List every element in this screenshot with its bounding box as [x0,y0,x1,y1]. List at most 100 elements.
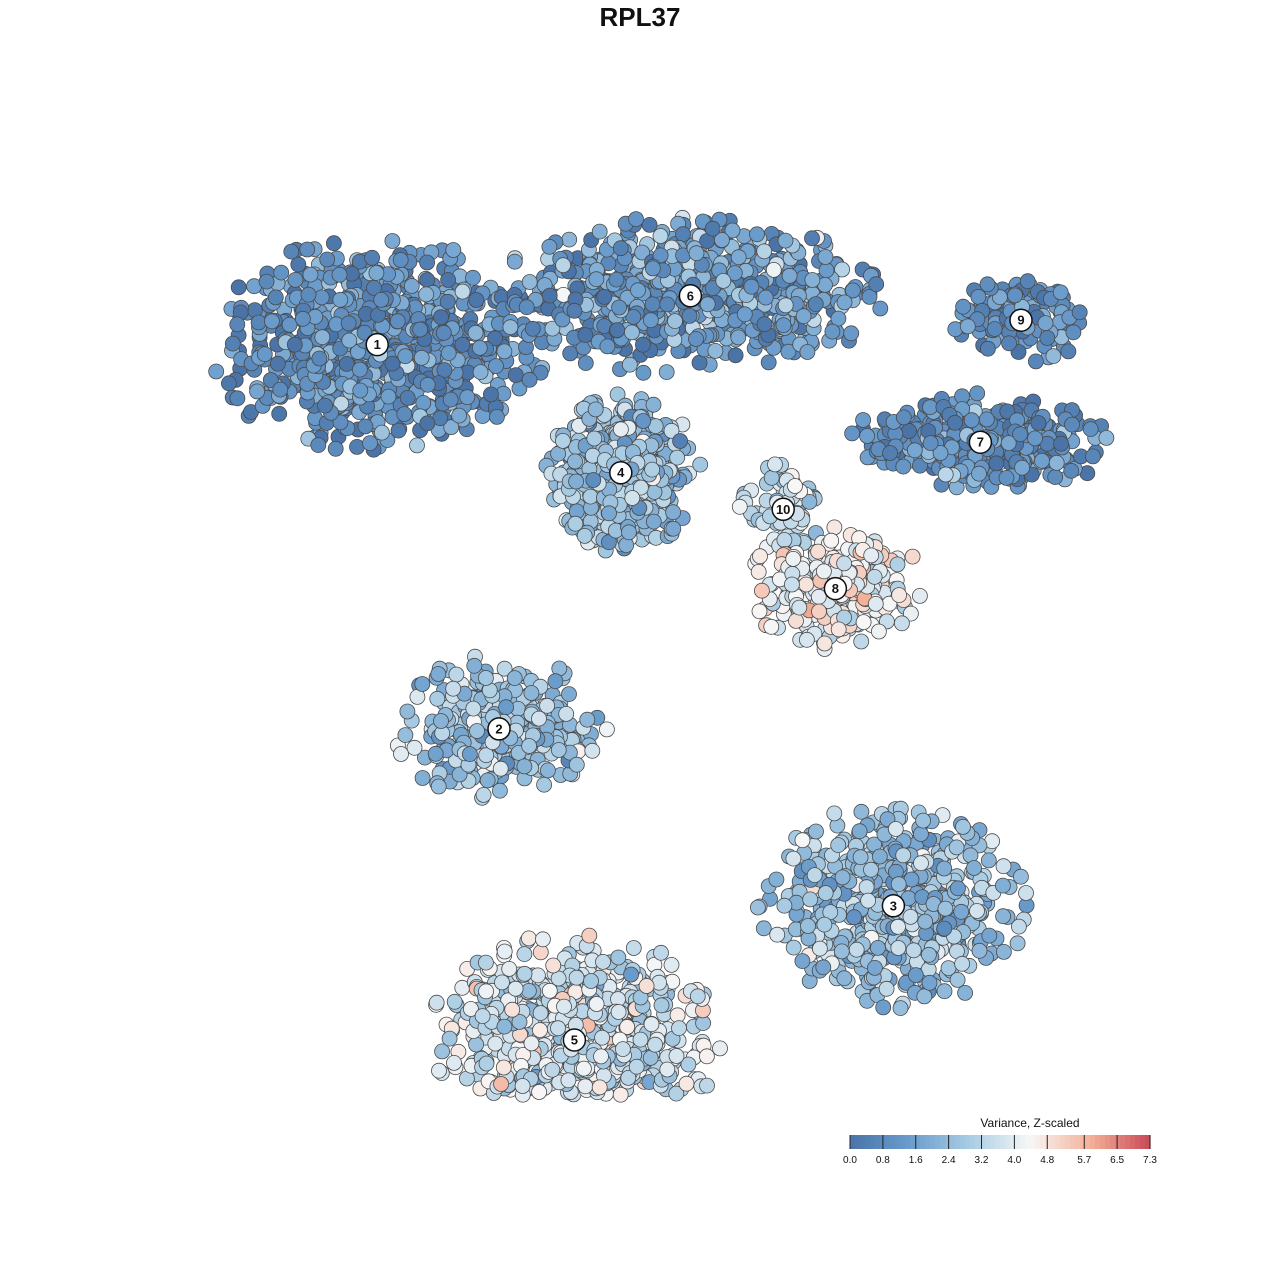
data-point [287,271,304,288]
data-point [539,697,555,714]
data-point [502,319,519,336]
data-point [1014,459,1030,476]
data-point [635,336,651,353]
data-point [969,385,986,402]
data-point [1048,454,1065,471]
data-point [588,271,605,288]
data-point [487,1035,504,1052]
data-point [957,985,973,1001]
data-point [482,386,499,403]
data-point [1060,343,1077,360]
data-point [736,306,753,323]
data-point [882,445,898,461]
data-point [414,770,431,786]
data-point [310,437,327,454]
data-point [878,980,895,997]
data-point [531,710,547,727]
data-point [409,437,425,454]
data-point [794,953,811,969]
data-point [362,435,378,452]
data-point [692,456,709,473]
legend-gradient-segment [935,1135,941,1149]
data-point [776,897,793,914]
data-point [799,344,816,360]
data-point [768,871,785,888]
data-point [641,216,658,233]
points-layer [208,209,1115,1103]
legend-gradient-segment [1085,1135,1091,1149]
data-point [860,892,876,909]
data-point [1047,469,1064,486]
legend-gradient-segment [1065,1135,1071,1149]
legend-gradient-segment [1100,1135,1106,1149]
data-point [833,943,850,960]
data-point [474,1008,491,1024]
legend-tick-label: 0.8 [876,1155,890,1166]
data-point [653,997,670,1014]
data-point [665,504,681,521]
legend-gradient-segment [885,1135,891,1149]
data-point [611,299,627,316]
data-point [642,1050,659,1066]
data-point [568,473,584,490]
legend-gradient-segment [995,1135,1001,1149]
data-point [593,1048,609,1065]
data-point [577,327,594,344]
data-point [966,860,982,876]
legend-gradient-segment [1115,1135,1121,1149]
data-point [414,676,431,692]
data-point [644,296,661,313]
data-point [567,515,584,532]
data-point [895,409,912,426]
legend-gradient-segment [1095,1135,1101,1149]
data-point [895,458,912,475]
data-point [419,415,436,432]
data-point [610,1004,627,1020]
data-point [498,699,515,716]
data-point [871,848,888,865]
legend-gradient-segment [1125,1135,1131,1149]
data-point [506,253,523,270]
data-point [311,350,328,367]
data-point [644,461,660,478]
data-point [294,310,311,327]
data-point [905,942,922,959]
legend-tick-label: 2.4 [942,1155,956,1166]
data-point [625,940,642,956]
legend-gradient-segment [1050,1135,1056,1149]
data-point [912,588,928,604]
data-point [775,317,792,334]
data-point [454,283,471,300]
data-point [852,849,869,866]
data-point [446,993,463,1010]
data-point [890,940,907,956]
data-point [846,909,862,926]
svg-text:6: 6 [687,288,694,303]
data-point [516,965,533,982]
data-point [816,635,833,652]
data-point [584,742,601,759]
data-point [807,296,824,313]
data-point [433,309,449,326]
data-point [671,1020,687,1036]
data-point [583,973,599,989]
data-point [937,466,954,483]
data-point [836,555,852,572]
data-point [851,823,868,840]
legend-gradient-segment [1040,1135,1046,1149]
data-point [544,1061,561,1078]
legend-gradient-segment [950,1135,956,1149]
data-point [249,383,266,400]
data-point [751,603,768,620]
svg-text:3: 3 [890,898,897,913]
data-point [492,760,509,777]
legend-title: Variance, Z-scaled [980,1116,1079,1130]
data-point [995,877,1011,894]
legend-gradient-segment [960,1135,966,1149]
svg-text:10: 10 [776,502,790,517]
data-point [1019,273,1036,290]
data-point [373,291,390,308]
data-point [843,325,860,342]
legend-gradient-segment [990,1135,996,1149]
data-point [577,355,594,372]
